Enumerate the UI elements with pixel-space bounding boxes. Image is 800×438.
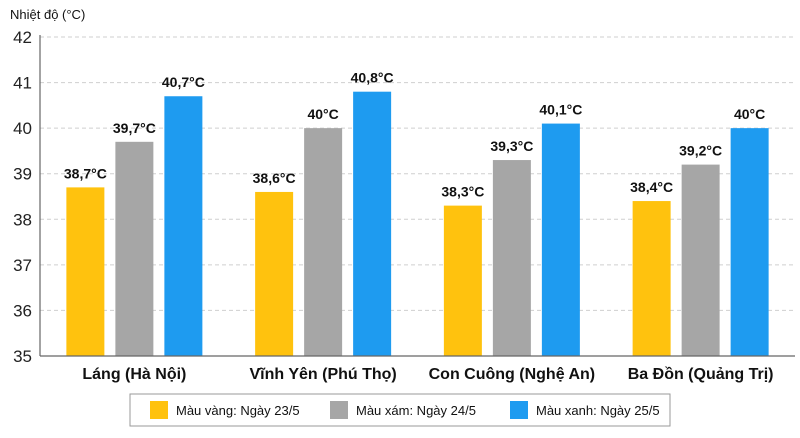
data-label: 38,6°C [253, 170, 296, 186]
value-labels: 38,7°C 39,7°C 40,7°C 38,6°C 40°C 40,8°C 38,3°C… [64, 70, 765, 200]
y-ticks: 35 36 37 38 39 40 41 42 [13, 28, 32, 366]
data-label: 40°C [734, 106, 765, 122]
bar [66, 187, 105, 356]
y-tick-label: 38 [13, 210, 32, 229]
legend-entry: Màu xanh: Ngày 25/5 [536, 403, 660, 418]
y-tick-label: 41 [13, 74, 32, 93]
legend-swatch [510, 401, 528, 419]
legend-frame [129, 393, 671, 427]
bar [730, 128, 769, 356]
bar [681, 164, 720, 356]
y-tick-label: 40 [13, 119, 32, 138]
bar [492, 160, 531, 356]
bar [304, 128, 343, 356]
legend-entry: Màu vàng: Ngày 23/5 [176, 403, 300, 418]
legend-entry: Màu xám: Ngày 24/5 [356, 403, 476, 418]
data-label: 39,3°C [490, 138, 533, 154]
bar [353, 91, 392, 356]
data-label: 40,8°C [351, 70, 394, 86]
bar [632, 201, 671, 356]
data-label: 38,7°C [64, 165, 107, 181]
legend: Màu vàng: Ngày 23/5 Màu xám: Ngày 24/5 Màu… [129, 393, 671, 427]
x-tick-label: Vĩnh Yên (Phú Thọ) [250, 366, 397, 383]
data-label: 40°C [307, 106, 338, 122]
data-label: 38,3°C [441, 184, 484, 200]
y-tick-label: 35 [13, 347, 32, 366]
x-tick-label: Láng (Hà Nội) [82, 366, 186, 383]
y-tick-label: 37 [13, 256, 32, 275]
bar [255, 191, 294, 356]
data-label: 39,2°C [679, 143, 722, 159]
bar [164, 96, 203, 356]
y-tick-label: 39 [13, 165, 32, 184]
data-label: 38,4°C [630, 179, 673, 195]
data-label: 40,1°C [539, 102, 582, 118]
x-tick-label: Con Cuông (Nghệ An) [429, 366, 595, 383]
data-label: 39,7°C [113, 120, 156, 136]
legend-swatch [330, 401, 348, 419]
bar [443, 205, 482, 356]
data-label: 40,7°C [162, 74, 205, 90]
x-ticks: Láng (Hà Nội) Vĩnh Yên (Phú Thọ) Con Cuông… [82, 366, 773, 383]
bar [541, 123, 580, 356]
y-tick-label: 42 [13, 28, 32, 47]
legend-swatch [150, 401, 168, 419]
y-tick-label: 36 [13, 301, 32, 320]
axes [39, 35, 795, 357]
x-tick-label: Ba Đồn (Quảng Trị) [628, 366, 774, 383]
bar [115, 141, 154, 356]
bars [66, 91, 769, 356]
y-axis-label: Nhiệt độ (°C) [10, 7, 85, 22]
